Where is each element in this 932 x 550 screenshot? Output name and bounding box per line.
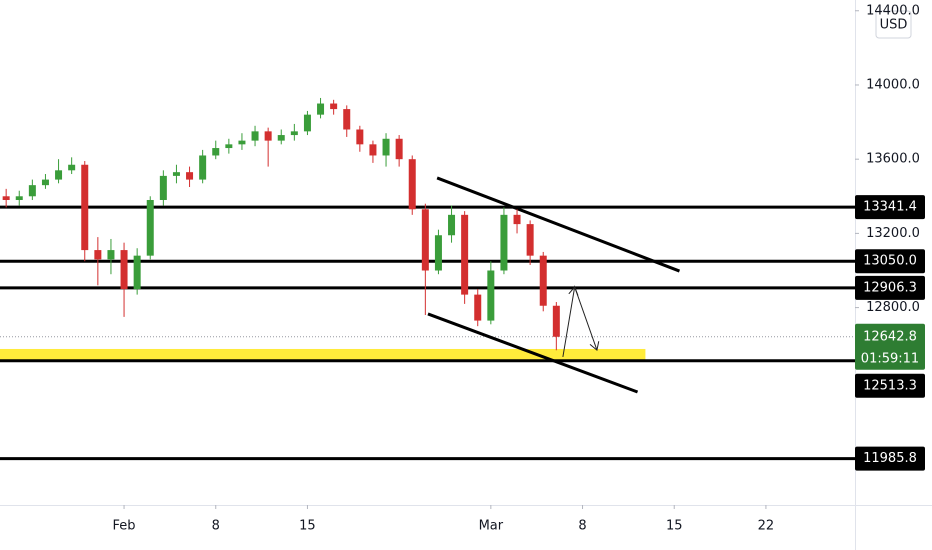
x-tick-label: Mar [479,519,504,534]
candle-body [421,209,429,271]
plot-area [0,97,855,461]
candle-body [290,131,298,136]
candle-body [225,144,233,149]
candle-body [81,164,89,251]
trendline [427,312,639,394]
candle-body [107,250,115,260]
candle-body [369,144,377,156]
axes: 12800.0 13200.0 13600.0 14000.0 14400.0 Feb 8 1… [113,3,925,534]
candle-body [41,179,49,186]
candle-body [146,199,154,256]
candle-body [330,103,338,110]
currency: USD [880,18,908,33]
candle-body [434,235,442,271]
candle-body [487,270,495,321]
candle-body [395,138,403,160]
x-tick-label: 22 [758,519,775,534]
candle-body [513,214,521,225]
candle-body [133,255,141,290]
candle-body [186,172,194,180]
x-tick-label: 8 [212,519,220,534]
candle-body [251,131,259,141]
level-label-box [855,195,925,220]
candle-body [539,255,547,306]
y-tick-label: 13200.0 [866,226,920,241]
candle-body [238,140,246,145]
arrow-head [589,341,600,352]
candle-body [94,250,102,260]
x-tick-label: 15 [666,519,683,534]
y-tick-label: 13600.0 [866,152,920,167]
candle-body [120,250,128,290]
level-label-box [855,373,925,398]
candle-body [277,135,285,141]
x-tick-label: 15 [299,519,316,534]
level-label-box [855,446,925,471]
candle-body [55,170,63,180]
candle-body [303,114,311,132]
level-label-box [855,275,925,300]
trendline [436,176,681,273]
y-tick-label: 12800.0 [866,300,920,315]
candle-body [68,164,76,171]
candle-body [500,214,508,271]
y-tick-label: 14400.0 [866,3,920,18]
currency-box[interactable] [875,10,912,39]
candle-body [172,172,180,176]
candle-body [264,131,272,141]
candle-body [461,214,469,295]
candle-body [212,148,220,156]
current-price-box [855,323,925,370]
candle-body [317,103,325,115]
countdown: 01:59:11 [861,351,919,366]
candle-body [356,129,364,145]
x-tick-label: 8 [578,519,586,534]
candle-body [448,214,456,236]
level-label: 11985.8 [863,451,917,466]
level-label: 13341.4 [863,200,917,215]
candle-body [2,196,10,200]
candle-body [552,305,560,337]
y-tick-label: 14000.0 [866,77,920,92]
level-label: 12906.3 [863,280,917,295]
support-zone [0,348,646,361]
level-label-box [855,249,925,274]
level-label: 13050.0 [863,254,917,269]
arrow-head [568,286,579,296]
candle-body [199,155,207,180]
candle-body [526,224,534,256]
candle-body [408,159,416,210]
level-label: 12513.3 [863,378,917,393]
current-price-label: 12642.8 [863,329,917,344]
candle-body [28,185,36,197]
candle-body [159,175,167,200]
candle-body [343,109,351,130]
x-tick-label: Feb [113,519,136,534]
candle-body [474,294,482,321]
candle-body [15,196,23,200]
candle-body [382,138,390,156]
